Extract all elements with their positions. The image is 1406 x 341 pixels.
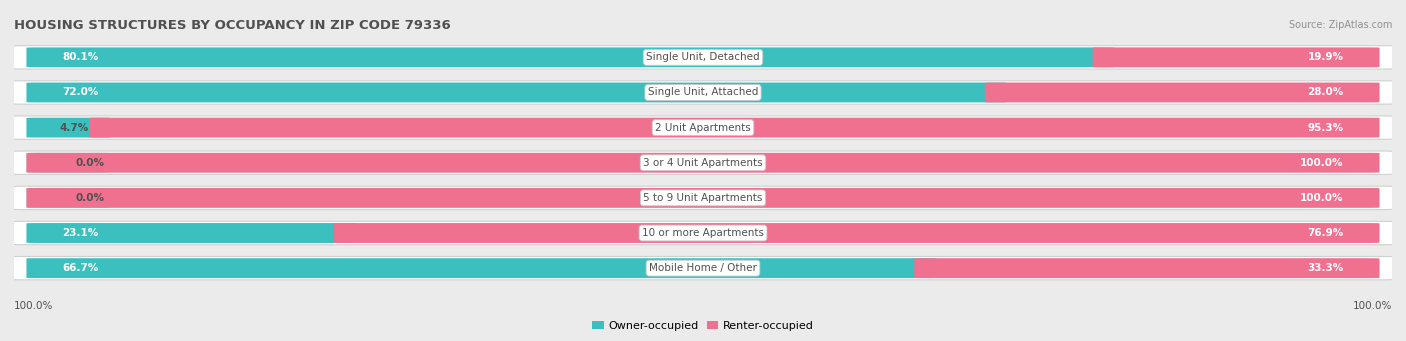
Text: 3 or 4 Unit Apartments: 3 or 4 Unit Apartments <box>643 158 763 168</box>
Text: 72.0%: 72.0% <box>62 88 98 98</box>
Text: 19.9%: 19.9% <box>1308 53 1344 62</box>
Text: 28.0%: 28.0% <box>1308 88 1344 98</box>
Text: 5 to 9 Unit Apartments: 5 to 9 Unit Apartments <box>644 193 762 203</box>
Text: Single Unit, Detached: Single Unit, Detached <box>647 53 759 62</box>
Text: Source: ZipAtlas.com: Source: ZipAtlas.com <box>1288 20 1392 30</box>
FancyBboxPatch shape <box>335 223 1379 243</box>
Text: 100.0%: 100.0% <box>1301 158 1344 168</box>
FancyBboxPatch shape <box>914 258 1379 278</box>
FancyBboxPatch shape <box>89 118 1379 137</box>
Text: 100.0%: 100.0% <box>1301 193 1344 203</box>
FancyBboxPatch shape <box>27 118 111 137</box>
FancyBboxPatch shape <box>6 151 1400 175</box>
Text: 95.3%: 95.3% <box>1308 123 1344 133</box>
FancyBboxPatch shape <box>27 223 356 243</box>
FancyBboxPatch shape <box>6 116 1400 139</box>
Text: 66.7%: 66.7% <box>62 263 98 273</box>
Text: 10 or more Apartments: 10 or more Apartments <box>643 228 763 238</box>
FancyBboxPatch shape <box>1092 47 1379 67</box>
FancyBboxPatch shape <box>27 47 1115 67</box>
FancyBboxPatch shape <box>6 186 1400 210</box>
Text: 2 Unit Apartments: 2 Unit Apartments <box>655 123 751 133</box>
FancyBboxPatch shape <box>6 221 1400 245</box>
FancyBboxPatch shape <box>27 258 936 278</box>
Text: Single Unit, Attached: Single Unit, Attached <box>648 88 758 98</box>
Text: 0.0%: 0.0% <box>76 193 104 203</box>
FancyBboxPatch shape <box>27 153 108 173</box>
Text: 4.7%: 4.7% <box>60 123 89 133</box>
Text: 100.0%: 100.0% <box>1353 301 1392 311</box>
FancyBboxPatch shape <box>27 153 1379 173</box>
FancyBboxPatch shape <box>27 188 1379 208</box>
Text: 100.0%: 100.0% <box>14 301 53 311</box>
Text: 80.1%: 80.1% <box>62 53 98 62</box>
Text: 33.3%: 33.3% <box>1308 263 1344 273</box>
Text: 23.1%: 23.1% <box>62 228 98 238</box>
FancyBboxPatch shape <box>6 81 1400 104</box>
FancyBboxPatch shape <box>6 46 1400 69</box>
Legend: Owner-occupied, Renter-occupied: Owner-occupied, Renter-occupied <box>592 321 814 331</box>
Text: 0.0%: 0.0% <box>76 158 104 168</box>
FancyBboxPatch shape <box>27 188 108 208</box>
FancyBboxPatch shape <box>984 83 1379 102</box>
Text: Mobile Home / Other: Mobile Home / Other <box>650 263 756 273</box>
FancyBboxPatch shape <box>27 83 1007 102</box>
Text: HOUSING STRUCTURES BY OCCUPANCY IN ZIP CODE 79336: HOUSING STRUCTURES BY OCCUPANCY IN ZIP C… <box>14 18 451 31</box>
FancyBboxPatch shape <box>6 256 1400 280</box>
Text: 76.9%: 76.9% <box>1308 228 1344 238</box>
